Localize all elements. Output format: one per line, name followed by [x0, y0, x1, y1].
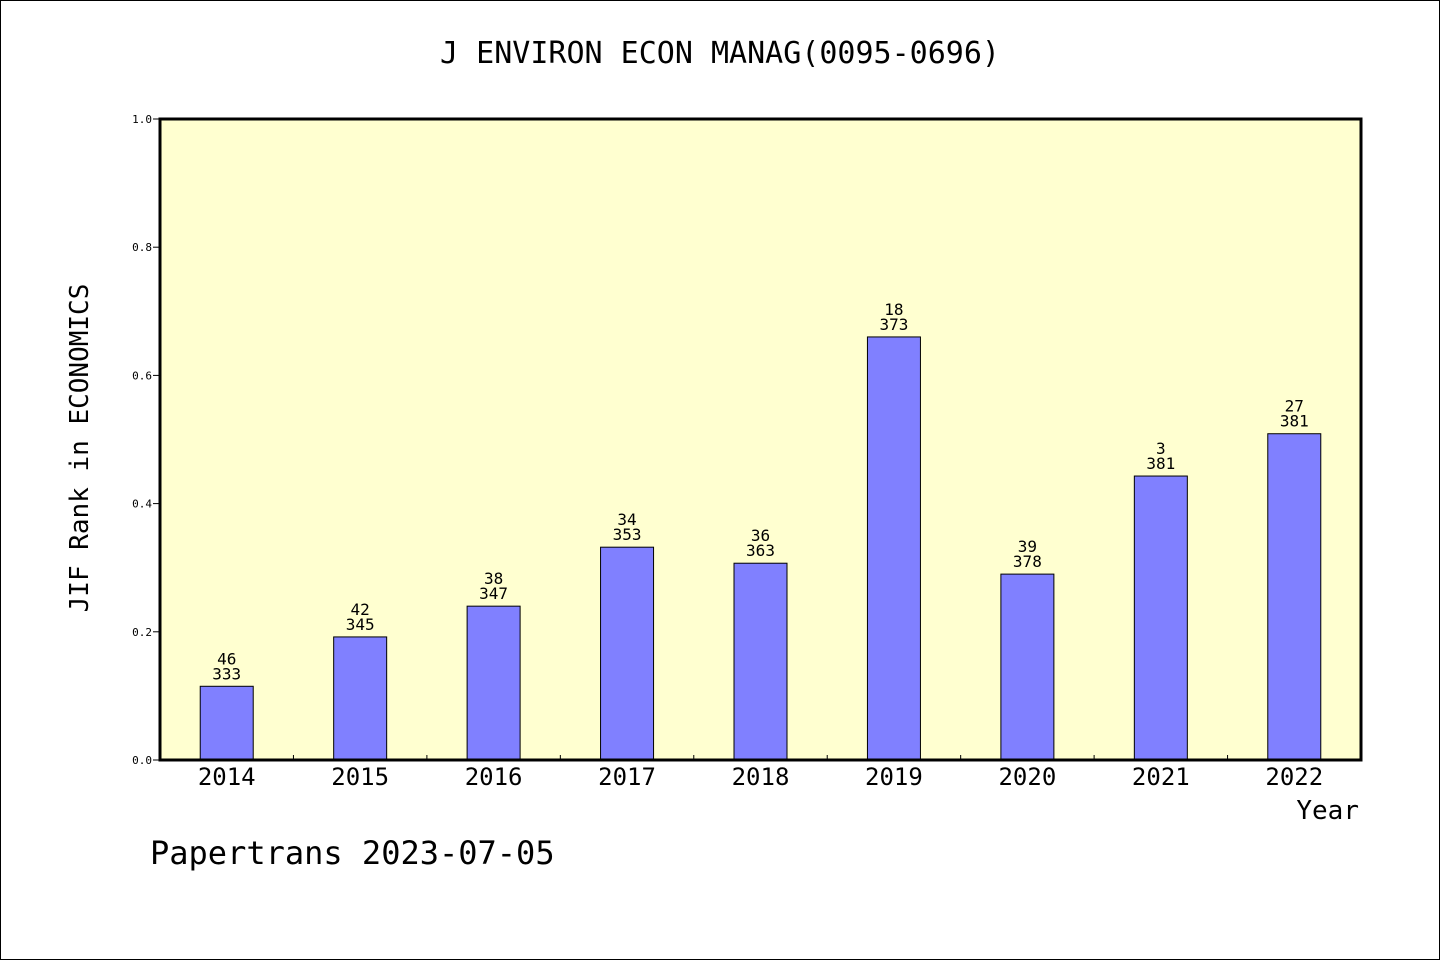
bar-rank-label: 36 [751, 526, 770, 545]
bar-2016 [466, 605, 521, 761]
bar-total-label: 373 [879, 315, 908, 334]
bar-2021 [1133, 475, 1188, 761]
x-tick-label: 2016 [465, 763, 523, 791]
bar-rank-label: 27 [1285, 397, 1304, 416]
bar-total-label: 381 [1146, 454, 1175, 473]
bar-rank-label: 42 [351, 600, 370, 619]
x-axis-label: Year [1296, 796, 1359, 826]
x-tick-label: 2015 [331, 763, 389, 791]
bar-total-label: 345 [346, 615, 375, 634]
y-tick-label: 0.2 [132, 626, 152, 639]
bar-total-label: 353 [613, 525, 642, 544]
bar-total-label: 381 [1280, 412, 1309, 431]
bar-2022 [1267, 433, 1322, 761]
chart-title: J ENVIRON ECON MANAG(0095-0696) [440, 36, 1000, 71]
y-tick-label: 0.4 [132, 498, 152, 511]
bar-2020 [1000, 573, 1055, 761]
footer-credit: Papertrans 2023-07-05 [150, 834, 555, 872]
bar-total-label: 333 [212, 664, 241, 683]
bar-total-label: 363 [746, 541, 775, 560]
bar-rank-label: 46 [217, 649, 236, 668]
x-tick-label: 2014 [198, 763, 256, 791]
bar-2014 [199, 685, 254, 761]
bar-2019 [866, 336, 921, 761]
bar-rank-label: 34 [617, 510, 636, 529]
bar-2017 [600, 546, 655, 761]
bar-rank-label: 38 [484, 569, 503, 588]
bar-total-label: 378 [1013, 552, 1042, 571]
y-tick-label: 1.0 [132, 113, 152, 126]
bar-rank-label: 18 [884, 300, 903, 319]
bar-2015 [333, 636, 388, 761]
x-tick-label: 2018 [732, 763, 790, 791]
x-tick-label: 2020 [998, 763, 1056, 791]
y-tick-label: 0.8 [132, 241, 152, 254]
bar-2018 [733, 562, 788, 761]
y-tick-label: 0.6 [132, 369, 152, 382]
plot-border [158, 117, 1363, 762]
x-tick-label: 2017 [598, 763, 656, 791]
y-tick-label: 0.0 [132, 754, 152, 767]
x-tick-label: 2019 [865, 763, 923, 791]
x-tick-label: 2021 [1132, 763, 1190, 791]
bar-rank-label: 3 [1156, 439, 1166, 458]
bar-total-label: 347 [479, 584, 508, 603]
bar-rank-label: 39 [1018, 537, 1037, 556]
x-tick-label: 2022 [1265, 763, 1323, 791]
